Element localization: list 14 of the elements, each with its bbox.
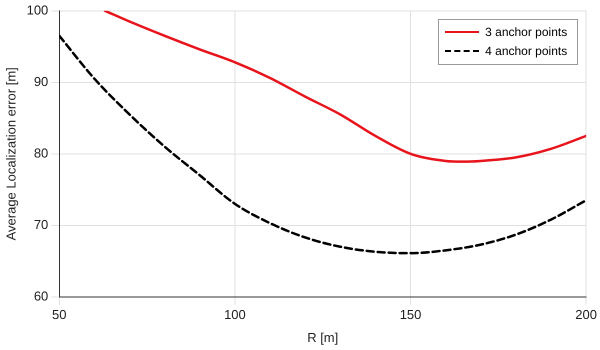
x-tick-label: 150 [400, 307, 422, 322]
y-tick-label: 100 [26, 2, 48, 18]
y-tick-label: 70 [34, 216, 48, 232]
line-series [104, 10, 586, 163]
y-tick-label: 60 [34, 288, 48, 304]
y-tick-label: 80 [34, 145, 48, 160]
legend-label: 3 anchor points [485, 25, 568, 40]
legend-label: 4 anchor points [485, 44, 568, 58]
x-tick-label: 50 [52, 307, 67, 322]
x-tick-label: 100 [224, 307, 246, 322]
x-tick-label: 200 [575, 307, 598, 322]
y-axis-title: Average Localization error [m] [3, 67, 18, 240]
x-axis-title: R [m] [307, 330, 338, 345]
y-tick-label: 90 [34, 74, 48, 89]
